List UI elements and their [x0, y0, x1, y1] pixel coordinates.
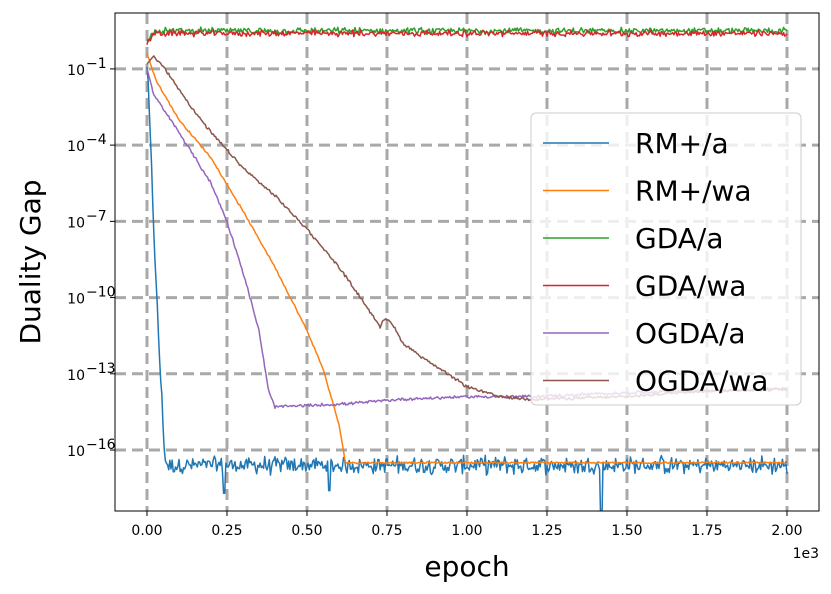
legend-label: GDA/a	[635, 222, 724, 255]
x-axis-scale-offset: 1e3	[793, 546, 819, 562]
legend-label: OGDA/wa	[635, 365, 768, 398]
series-line-1	[146, 52, 788, 465]
x-tick-label: 2.00	[771, 523, 802, 539]
legend-box	[530, 112, 802, 406]
x-tick-label: 0.00	[131, 523, 162, 539]
legend-label: RM+/wa	[635, 175, 752, 208]
y-tick-exponent: −7	[86, 208, 107, 224]
legend-label: OGDA/a	[635, 317, 746, 350]
y-tick-label: 10	[67, 444, 85, 460]
y-tick-exponent: −16	[86, 437, 116, 453]
y-tick-label: 10	[67, 215, 85, 231]
x-tick-label: 1.25	[531, 523, 562, 539]
y-axis-label: Duality Gap	[14, 179, 47, 344]
y-tick-label: 10	[67, 292, 85, 308]
x-tick-label: 1.75	[691, 523, 722, 539]
x-axis-label: epoch	[424, 550, 509, 583]
x-tick-label: 1.50	[611, 523, 642, 539]
x-tick-label: 0.50	[291, 523, 322, 539]
x-tick-label: 1.00	[451, 523, 482, 539]
y-tick-label: 10	[67, 63, 85, 79]
y-tick-exponent: −13	[86, 361, 116, 377]
y-tick-label: 10	[67, 368, 85, 384]
x-tick-label: 0.25	[211, 523, 242, 539]
legend: RM+/a RM+/wa GDA/a GDA/wa OGDA/a OGDA/wa	[530, 112, 802, 406]
y-tick-label: 10	[67, 139, 85, 155]
legend-label: RM+/a	[635, 127, 729, 160]
series-line-3	[146, 28, 788, 45]
y-tick-exponent: −1	[86, 56, 107, 72]
y-tick-exponent: −10	[86, 285, 116, 301]
y-tick-exponent: −4	[86, 132, 107, 148]
x-tick-label: 0.75	[371, 523, 402, 539]
legend-label: GDA/wa	[635, 270, 746, 303]
